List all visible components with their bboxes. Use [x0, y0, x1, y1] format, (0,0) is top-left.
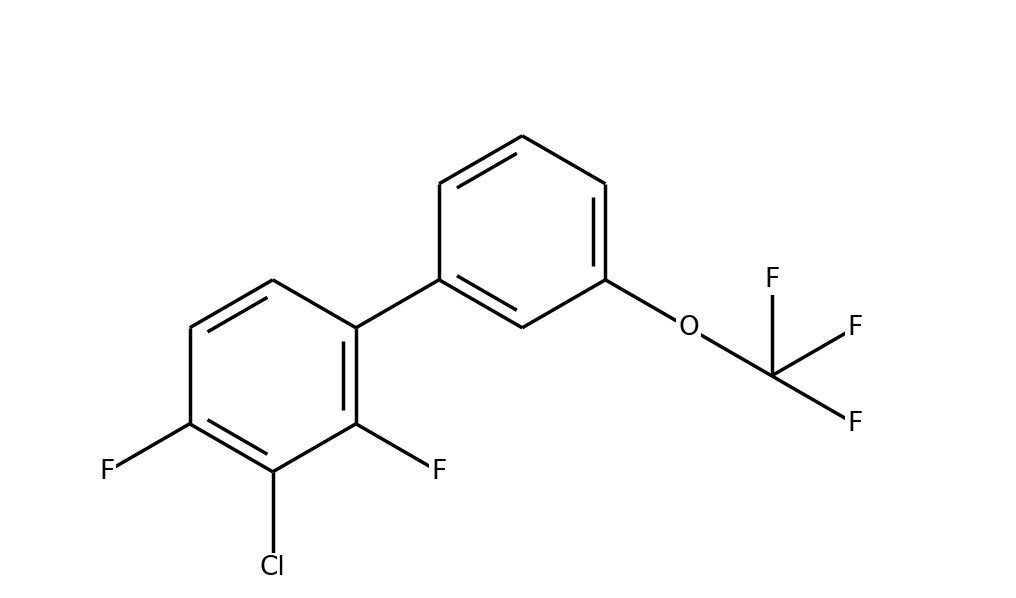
Text: Cl: Cl	[260, 555, 285, 581]
Text: F: F	[432, 459, 447, 485]
Text: F: F	[847, 411, 863, 437]
Text: O: O	[678, 315, 699, 341]
Text: F: F	[99, 459, 114, 485]
Text: F: F	[847, 315, 863, 341]
Text: F: F	[764, 267, 779, 293]
